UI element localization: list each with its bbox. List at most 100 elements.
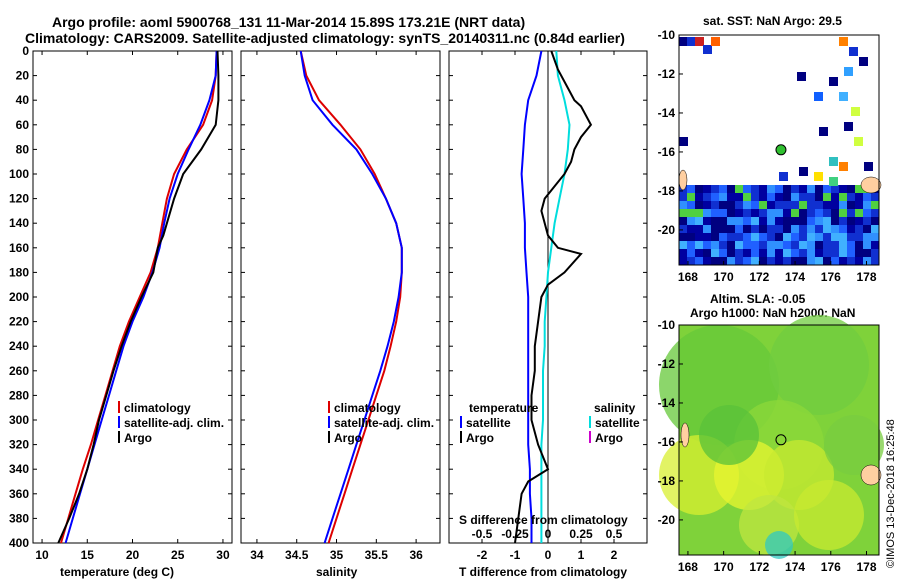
sst-cell [823,217,831,225]
sst-cell [839,241,847,249]
sla-lat-label: -20 [658,513,676,527]
sst-cell [775,201,783,209]
sst-cell [847,257,855,265]
sst-cell [855,185,863,193]
temperature-xtick-label: 30 [216,548,230,562]
sst-cell [775,193,783,201]
sst-cell [799,209,807,217]
sst-cell [855,249,863,257]
sst-cell [759,201,767,209]
sla-lon-label: 168 [678,560,698,574]
sst-cell [703,185,711,193]
temperature-legend: climatology satellite-adj. clim. Argo [118,401,224,445]
sst-lon-label: 178 [856,270,876,284]
difference-series [514,50,593,544]
sst-cell [791,185,799,193]
legend-label-t-argo: Argo [466,431,494,445]
sst-cell [831,201,839,209]
legend-label-climatology: climatology [124,401,191,415]
salinity-xtick-label: 36 [409,548,423,562]
sst-cell [759,217,767,225]
sla-field-blob [765,531,793,559]
sst-cell [735,201,743,209]
sst-cell [735,217,743,225]
salinity-difference-tick-label: 0.25 [569,527,593,541]
sst-cell [727,257,735,265]
sst-cell [727,225,735,233]
sst-cell [735,225,743,233]
sst-cell [687,201,695,209]
legend-label-s-argo: Argo [595,431,623,445]
sst-cell [847,185,855,193]
depth-tick-label: 80 [16,142,30,156]
sst-cell [735,193,743,201]
sst-lon-label: 172 [749,270,769,284]
sst-cell [735,209,743,217]
sst-cell [703,209,711,217]
sst-cell [871,209,879,217]
sst-cell [847,225,855,233]
sla-map [659,315,884,559]
sst-cell [719,201,727,209]
sst-cell [743,257,751,265]
sst-cell [727,209,735,217]
island-shape [678,169,688,191]
sst-cell [679,137,688,146]
sst-cell [847,233,855,241]
depth-tick-label: 40 [16,93,30,107]
sst-cell [819,127,828,136]
sst-cell [855,233,863,241]
sst-cell [831,249,839,257]
sst-cell [751,193,759,201]
sla-field-blob [769,315,869,415]
sst-cell [687,217,695,225]
sla-lat-label: -16 [658,435,676,449]
sst-cell [871,249,879,257]
sst-cell [791,241,799,249]
depth-tick-label: 180 [9,265,29,279]
sst-cell [863,249,871,257]
sst-cell [759,225,767,233]
sst-cell [829,157,838,166]
sst-cell [799,225,807,233]
sst-cell [719,209,727,217]
sst-cell [815,185,823,193]
sst-cell [783,209,791,217]
sst-cell [711,217,719,225]
sla-map-axes: 168 170 172 174 176 178 -10 -12 -14 -16 -18 -20 [658,318,877,574]
sst-cell [814,92,823,101]
sst-cell [711,233,719,241]
sst-cell [839,162,848,171]
sst-cell [695,257,703,265]
sst-cell [759,257,767,265]
sst-cell [807,249,815,257]
sst-cell [751,217,759,225]
temperature-xtick-label: 25 [171,548,185,562]
sst-cell [679,249,687,257]
sst-cell [759,249,767,257]
sst-cell [687,185,695,193]
sst-cell [751,225,759,233]
salinity-difference-tick-label: -0.25 [501,527,529,541]
sst-cell [791,193,799,201]
sst-cell [759,185,767,193]
sst-lon-label: 176 [821,270,841,284]
sst-lat-label: -20 [658,223,676,237]
sst-cell [775,217,783,225]
temperature-series-argo [57,50,220,544]
sst-cell [687,37,696,46]
sst-cell [711,201,719,209]
sst-cell [703,257,711,265]
difference-series-s-satellite [540,50,571,543]
sst-cell [695,249,703,257]
sst-cell [679,37,688,46]
sst-lon-label: 168 [678,270,698,284]
sst-cell [727,185,735,193]
sst-cell [695,233,703,241]
sst-cell [695,225,703,233]
sst-cell [839,225,847,233]
difference-xlabel: T difference from climatology [459,565,627,579]
difference-legend: temperature satellite Argo salinity sate… [460,401,640,445]
sst-cell [687,193,695,201]
